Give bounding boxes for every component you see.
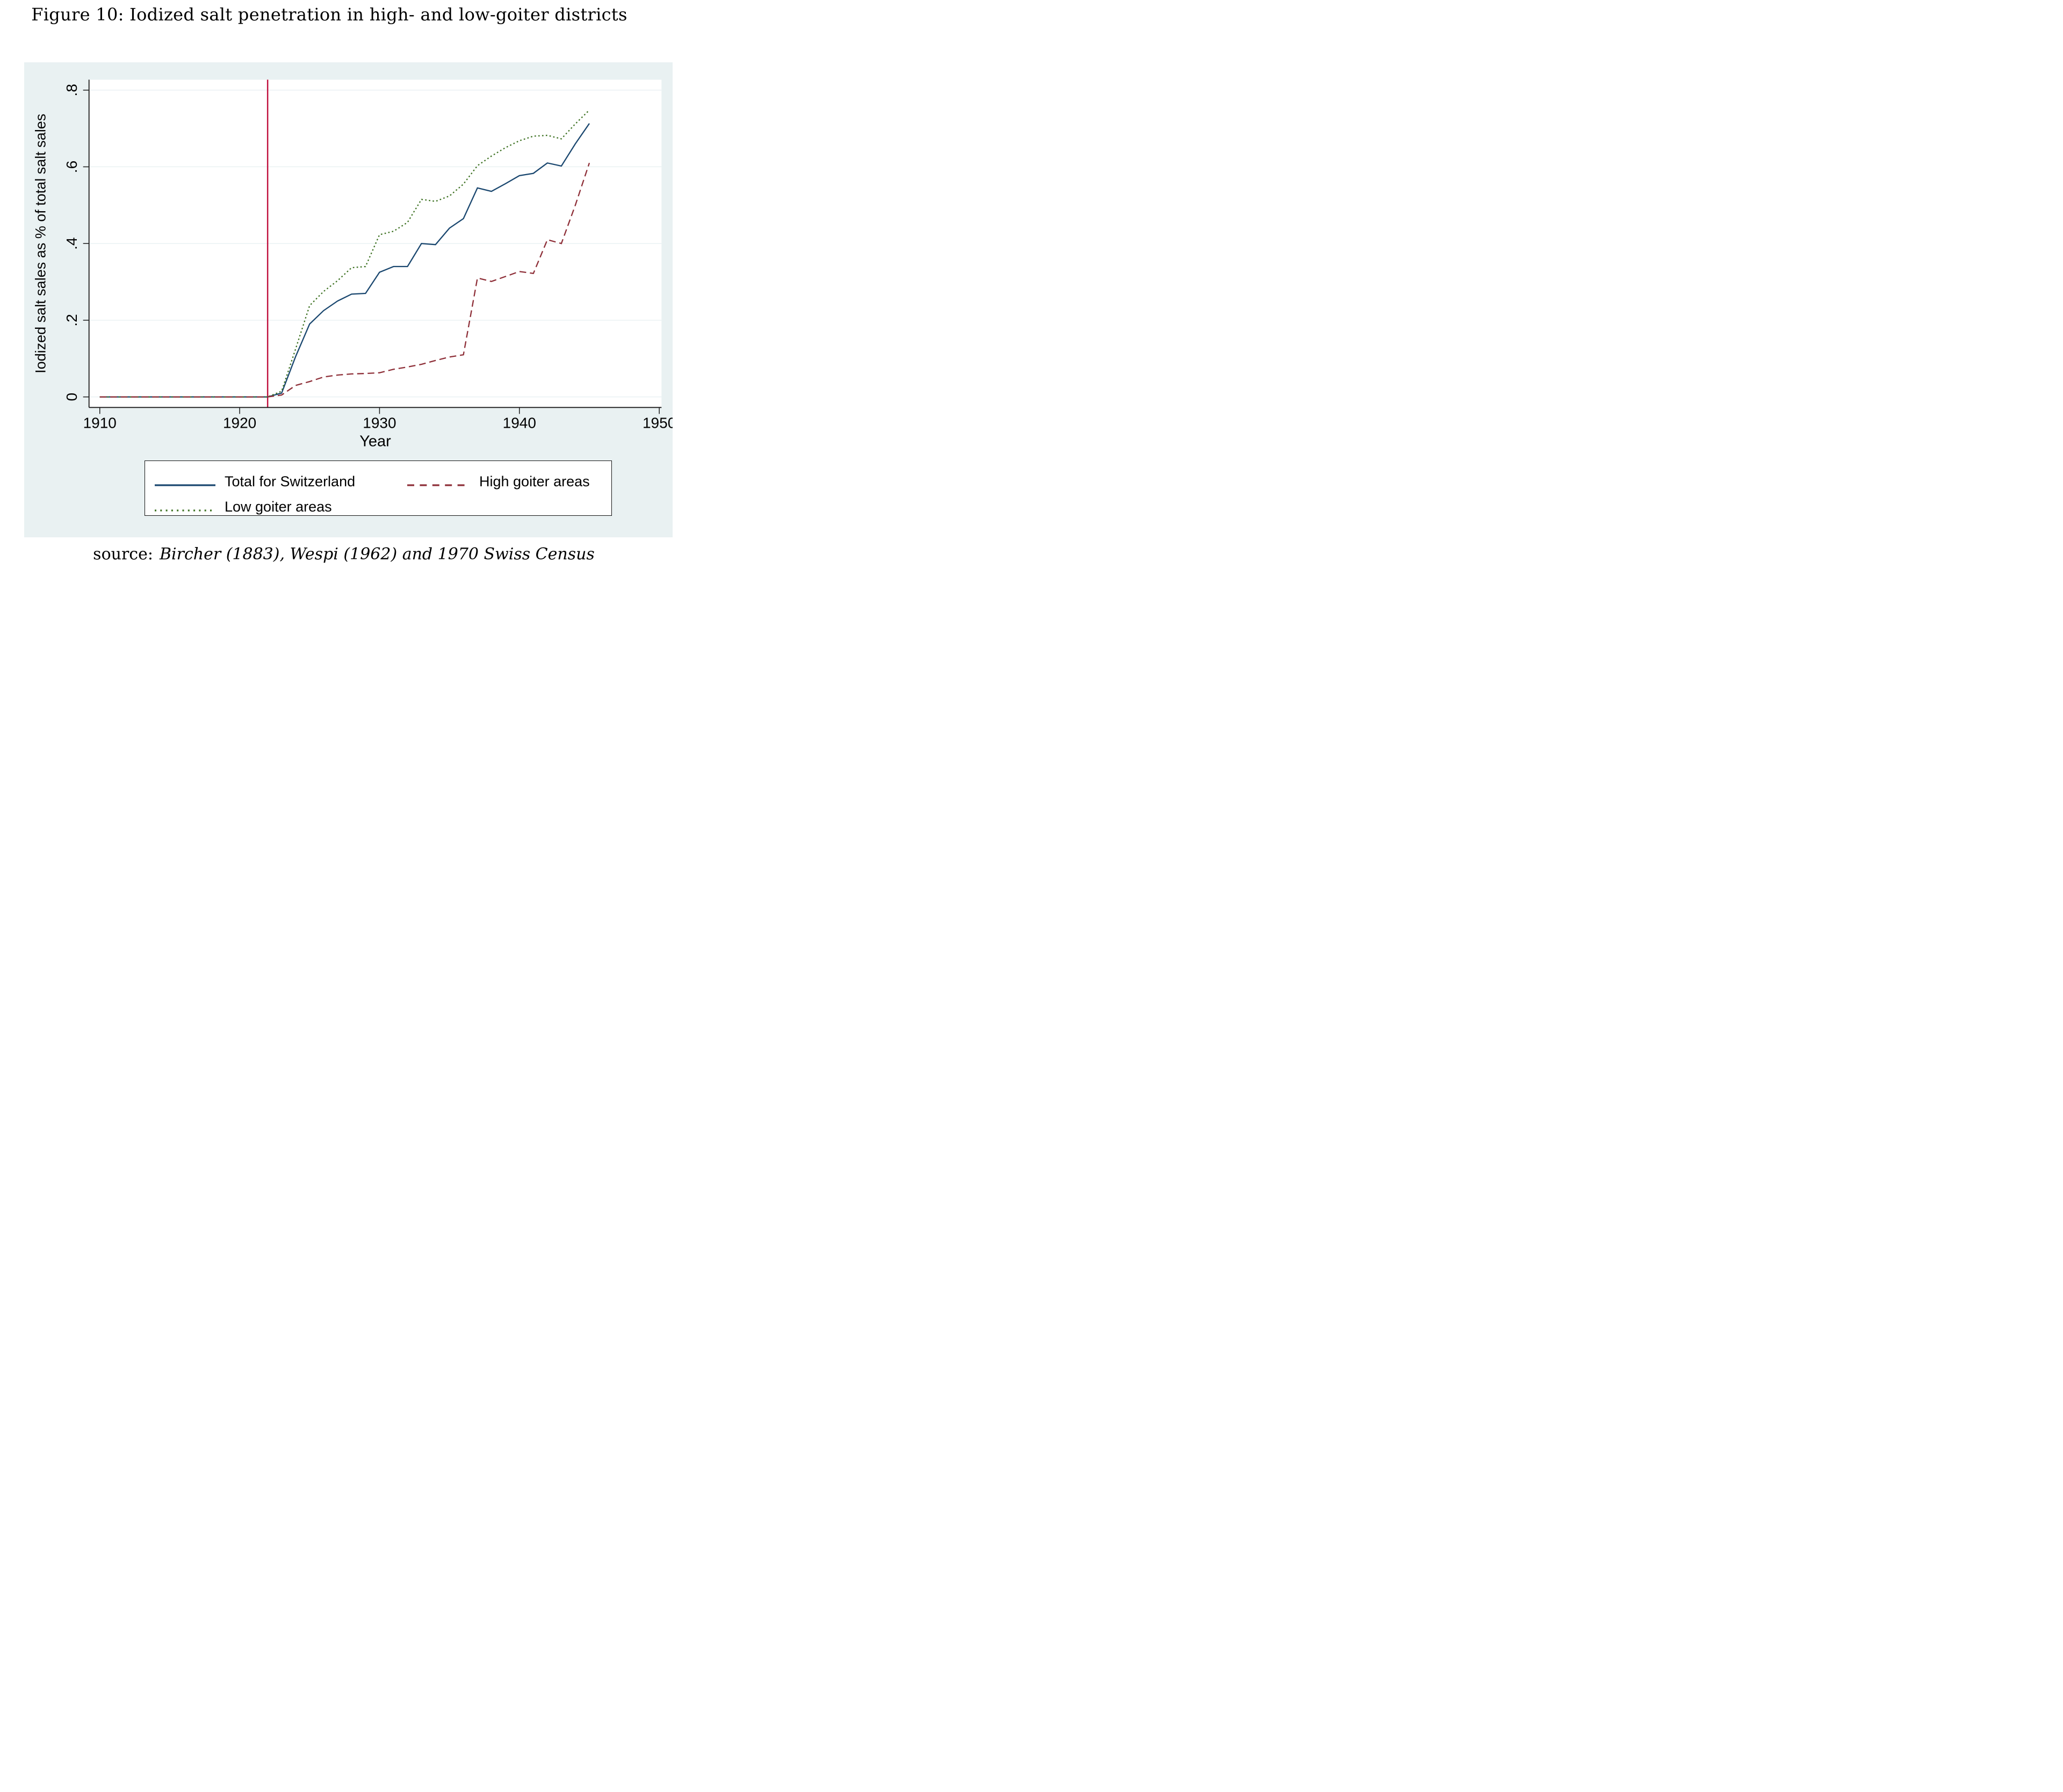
source-prefix: source: [93, 545, 153, 564]
legend-label-low-goiter-areas: Low goiter areas [225, 499, 332, 515]
graph-region: 0 .2 .4 .6 .8 1910 1920 1930 1940 1950 Year Iodized… [24, 62, 673, 537]
x-tick-label-1910: 1910 [83, 414, 117, 431]
x-tick-label-1930: 1930 [363, 414, 396, 431]
figure-page: Figure 10: Iodized salt penetration in h… [0, 0, 688, 598]
y-tick-label-0.8: .8 [63, 84, 80, 96]
legend-label-total-for-switzerland: Total for Switzerland [225, 473, 356, 490]
source-note: source: Bircher (1883), Wespi (1962) and … [0, 545, 688, 564]
series-line-total-for-switzerland [99, 123, 590, 398]
x-tick-label-1920: 1920 [223, 414, 256, 431]
legend-sample-svg [155, 509, 215, 512]
y-tick-label-0.2: .2 [63, 314, 80, 326]
legend-line-high-goiter-areas [407, 480, 470, 486]
y-tick-label-0.4: .4 [63, 238, 80, 250]
y-tick-label-0: 0 [63, 393, 80, 401]
x-tick-label-1940: 1940 [503, 414, 536, 431]
figure-title: Figure 10: Iodized salt penetration in h… [31, 4, 627, 25]
y-axis-title: Iodized salt sales as % of total salt sa… [32, 114, 48, 373]
legend-sample-svg [407, 484, 470, 486]
series-line-low-goiter-areas [99, 109, 590, 398]
legend-sample-svg [155, 484, 215, 486]
x-axis-title: Year [359, 433, 391, 450]
legend-label-high-goiter-areas: High goiter areas [479, 473, 590, 490]
chart-plot: 0 .2 .4 .6 .8 1910 1920 1930 1940 1950 Year Iodized… [32, 80, 673, 450]
y-tick-label-0.6: .6 [63, 161, 80, 173]
chart-legend: Total for Switzerland High goiter areas … [145, 460, 612, 516]
source-citation: Bircher (1883), Wespi (1962) and 1970 Sw… [159, 545, 595, 564]
legend-line-low-goiter-areas [155, 505, 215, 512]
legend-line-total-for-switzerland [155, 480, 215, 486]
x-tick-label-1950: 1950 [643, 414, 673, 431]
